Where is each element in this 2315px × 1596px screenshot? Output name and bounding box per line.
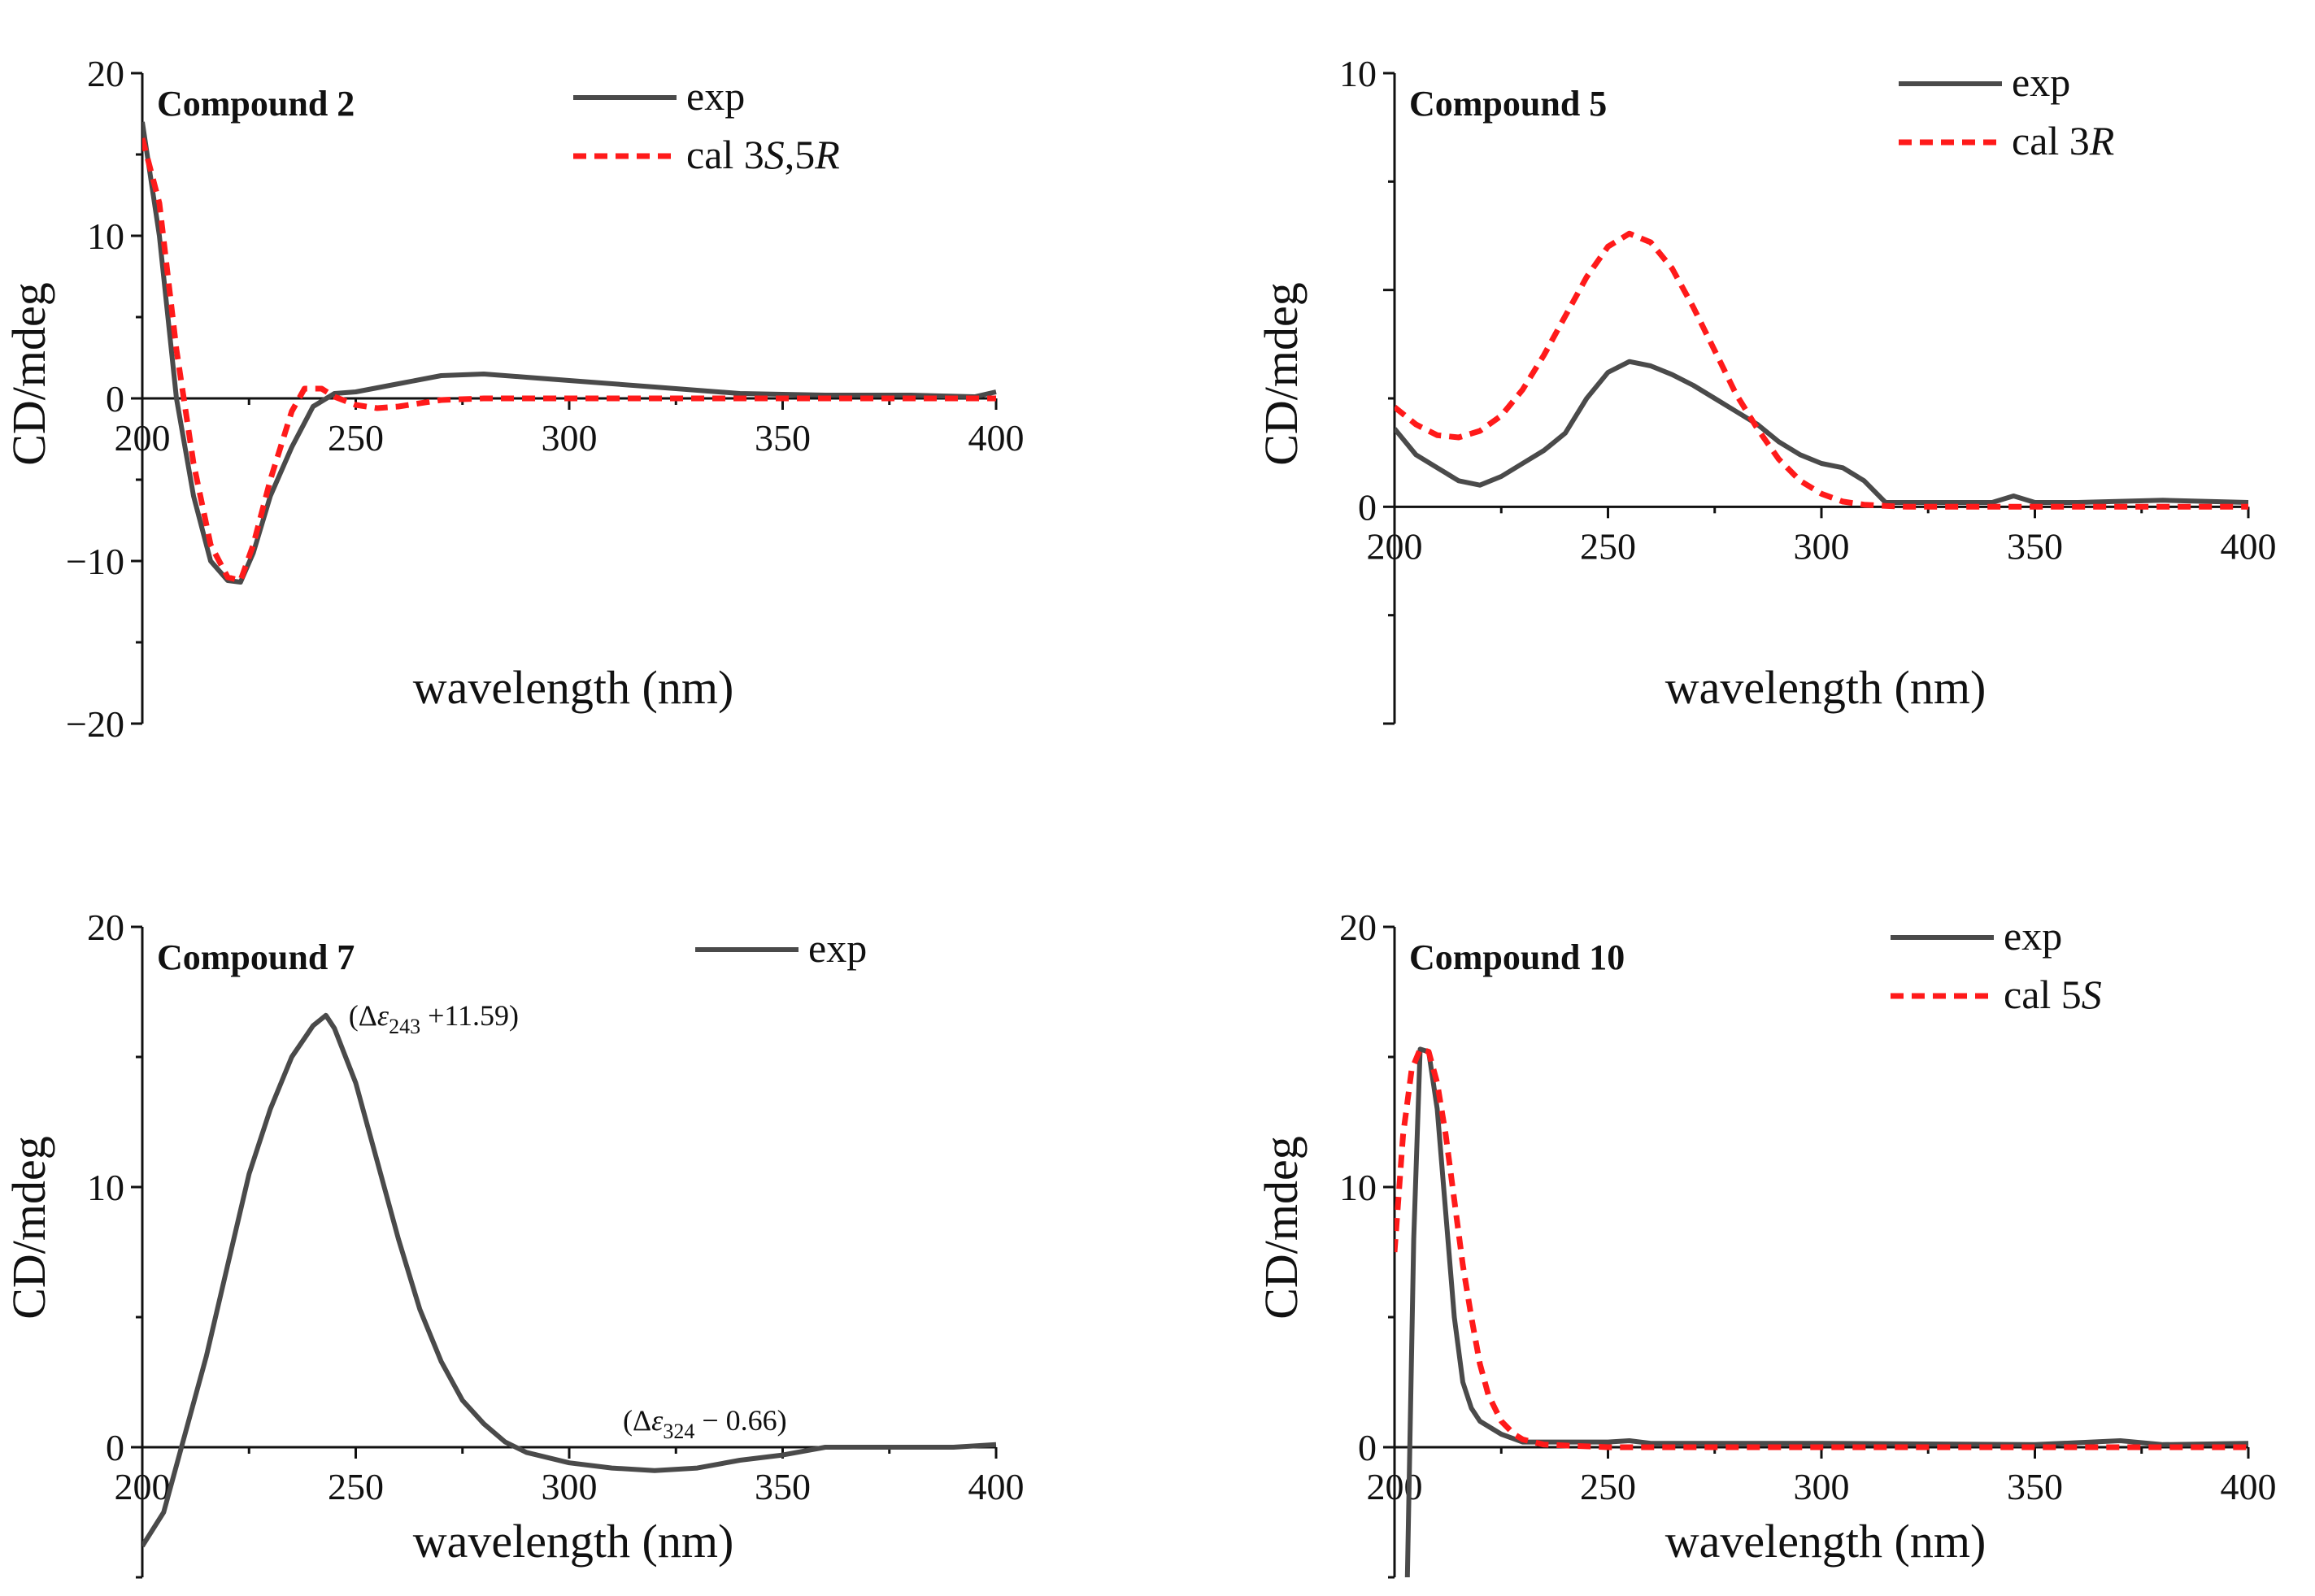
y-axis-label: CD/mdeg (1255, 1136, 1308, 1320)
x-tick-label: 350 (2007, 1466, 2063, 1507)
y-tick-label: −20 (66, 703, 124, 745)
y-tick-label: −10 (66, 541, 124, 582)
y-tick-label: 0 (106, 1427, 124, 1468)
y-tick-label: 10 (1339, 1167, 1377, 1208)
x-tick-label: 250 (328, 417, 384, 459)
legend-label: cal 3S,5R (686, 132, 840, 177)
y-axis-label: CD/mdeg (2, 1136, 55, 1320)
y-tick-label: 10 (87, 1167, 124, 1208)
y-axis-label: CD/mdeg (2, 282, 55, 466)
x-tick-label: 350 (755, 417, 811, 459)
chart-title: Compound 7 (157, 937, 355, 977)
legend-label: exp (2004, 913, 2062, 959)
y-tick-label: 20 (1339, 907, 1377, 948)
legend-label: cal 3R (2012, 118, 2114, 163)
legend-label: exp (808, 925, 867, 971)
legend-label: exp (2012, 59, 2070, 105)
x-tick-label: 250 (1580, 525, 1636, 567)
y-tick-label: 0 (1358, 486, 1377, 528)
chart-title: Compound 2 (157, 84, 355, 124)
x-axis-label: wavelength (nm) (413, 1515, 734, 1568)
x-tick-label: 250 (1580, 1466, 1636, 1507)
legend-label: exp (686, 73, 745, 119)
x-tick-label: 400 (2221, 525, 2277, 567)
x-tick-label: 400 (968, 1466, 1025, 1507)
y-tick-label: 20 (87, 53, 124, 94)
x-tick-label: 350 (755, 1466, 811, 1507)
x-tick-label: 200 (115, 1466, 171, 1507)
y-tick-label: 10 (1339, 53, 1377, 94)
x-tick-label: 200 (115, 417, 171, 459)
x-tick-label: 200 (1367, 525, 1423, 567)
series-line-cal (1395, 230, 2248, 510)
x-tick-label: 300 (1794, 525, 1850, 567)
y-axis-label: CD/mdeg (1255, 282, 1308, 466)
x-tick-label: 350 (2007, 525, 2063, 567)
x-tick-label: 300 (542, 1466, 598, 1507)
x-axis-label: wavelength (nm) (1665, 1515, 1986, 1568)
y-tick-label: 10 (87, 215, 124, 257)
legend-label: cal 5S (2004, 972, 2102, 1017)
series-line-exp (142, 1012, 997, 1548)
chart-title: Compound 10 (1409, 937, 1625, 977)
chart-title: Compound 5 (1409, 84, 1607, 124)
series-line-cal (1395, 1046, 2248, 1450)
y-tick-label: 20 (87, 907, 124, 948)
x-tick-label: 250 (328, 1466, 384, 1507)
x-axis-label: wavelength (nm) (1665, 661, 1986, 714)
series-line-exp (1395, 359, 2249, 505)
chart-panel-1: 20 10 0 −10 −20 200 250 300 350 400 wavelength (nm… (2, 53, 1025, 745)
series-line-cal (142, 137, 996, 584)
y-tick-label: 0 (106, 378, 124, 420)
series-line-exp (142, 121, 997, 585)
x-tick-label: 300 (1794, 1466, 1850, 1507)
y-tick-label: 0 (1358, 1427, 1377, 1468)
annotation-label: (Δε243 +11.59) (349, 999, 519, 1038)
x-tick-label: 300 (542, 417, 598, 459)
x-tick-label: 400 (968, 417, 1025, 459)
annotation-label: (Δε324 − 0.66) (623, 1404, 787, 1443)
x-axis-label: wavelength (nm) (413, 661, 734, 714)
x-tick-label: 400 (2221, 1466, 2277, 1507)
x-tick-label: 200 (1367, 1466, 1423, 1507)
